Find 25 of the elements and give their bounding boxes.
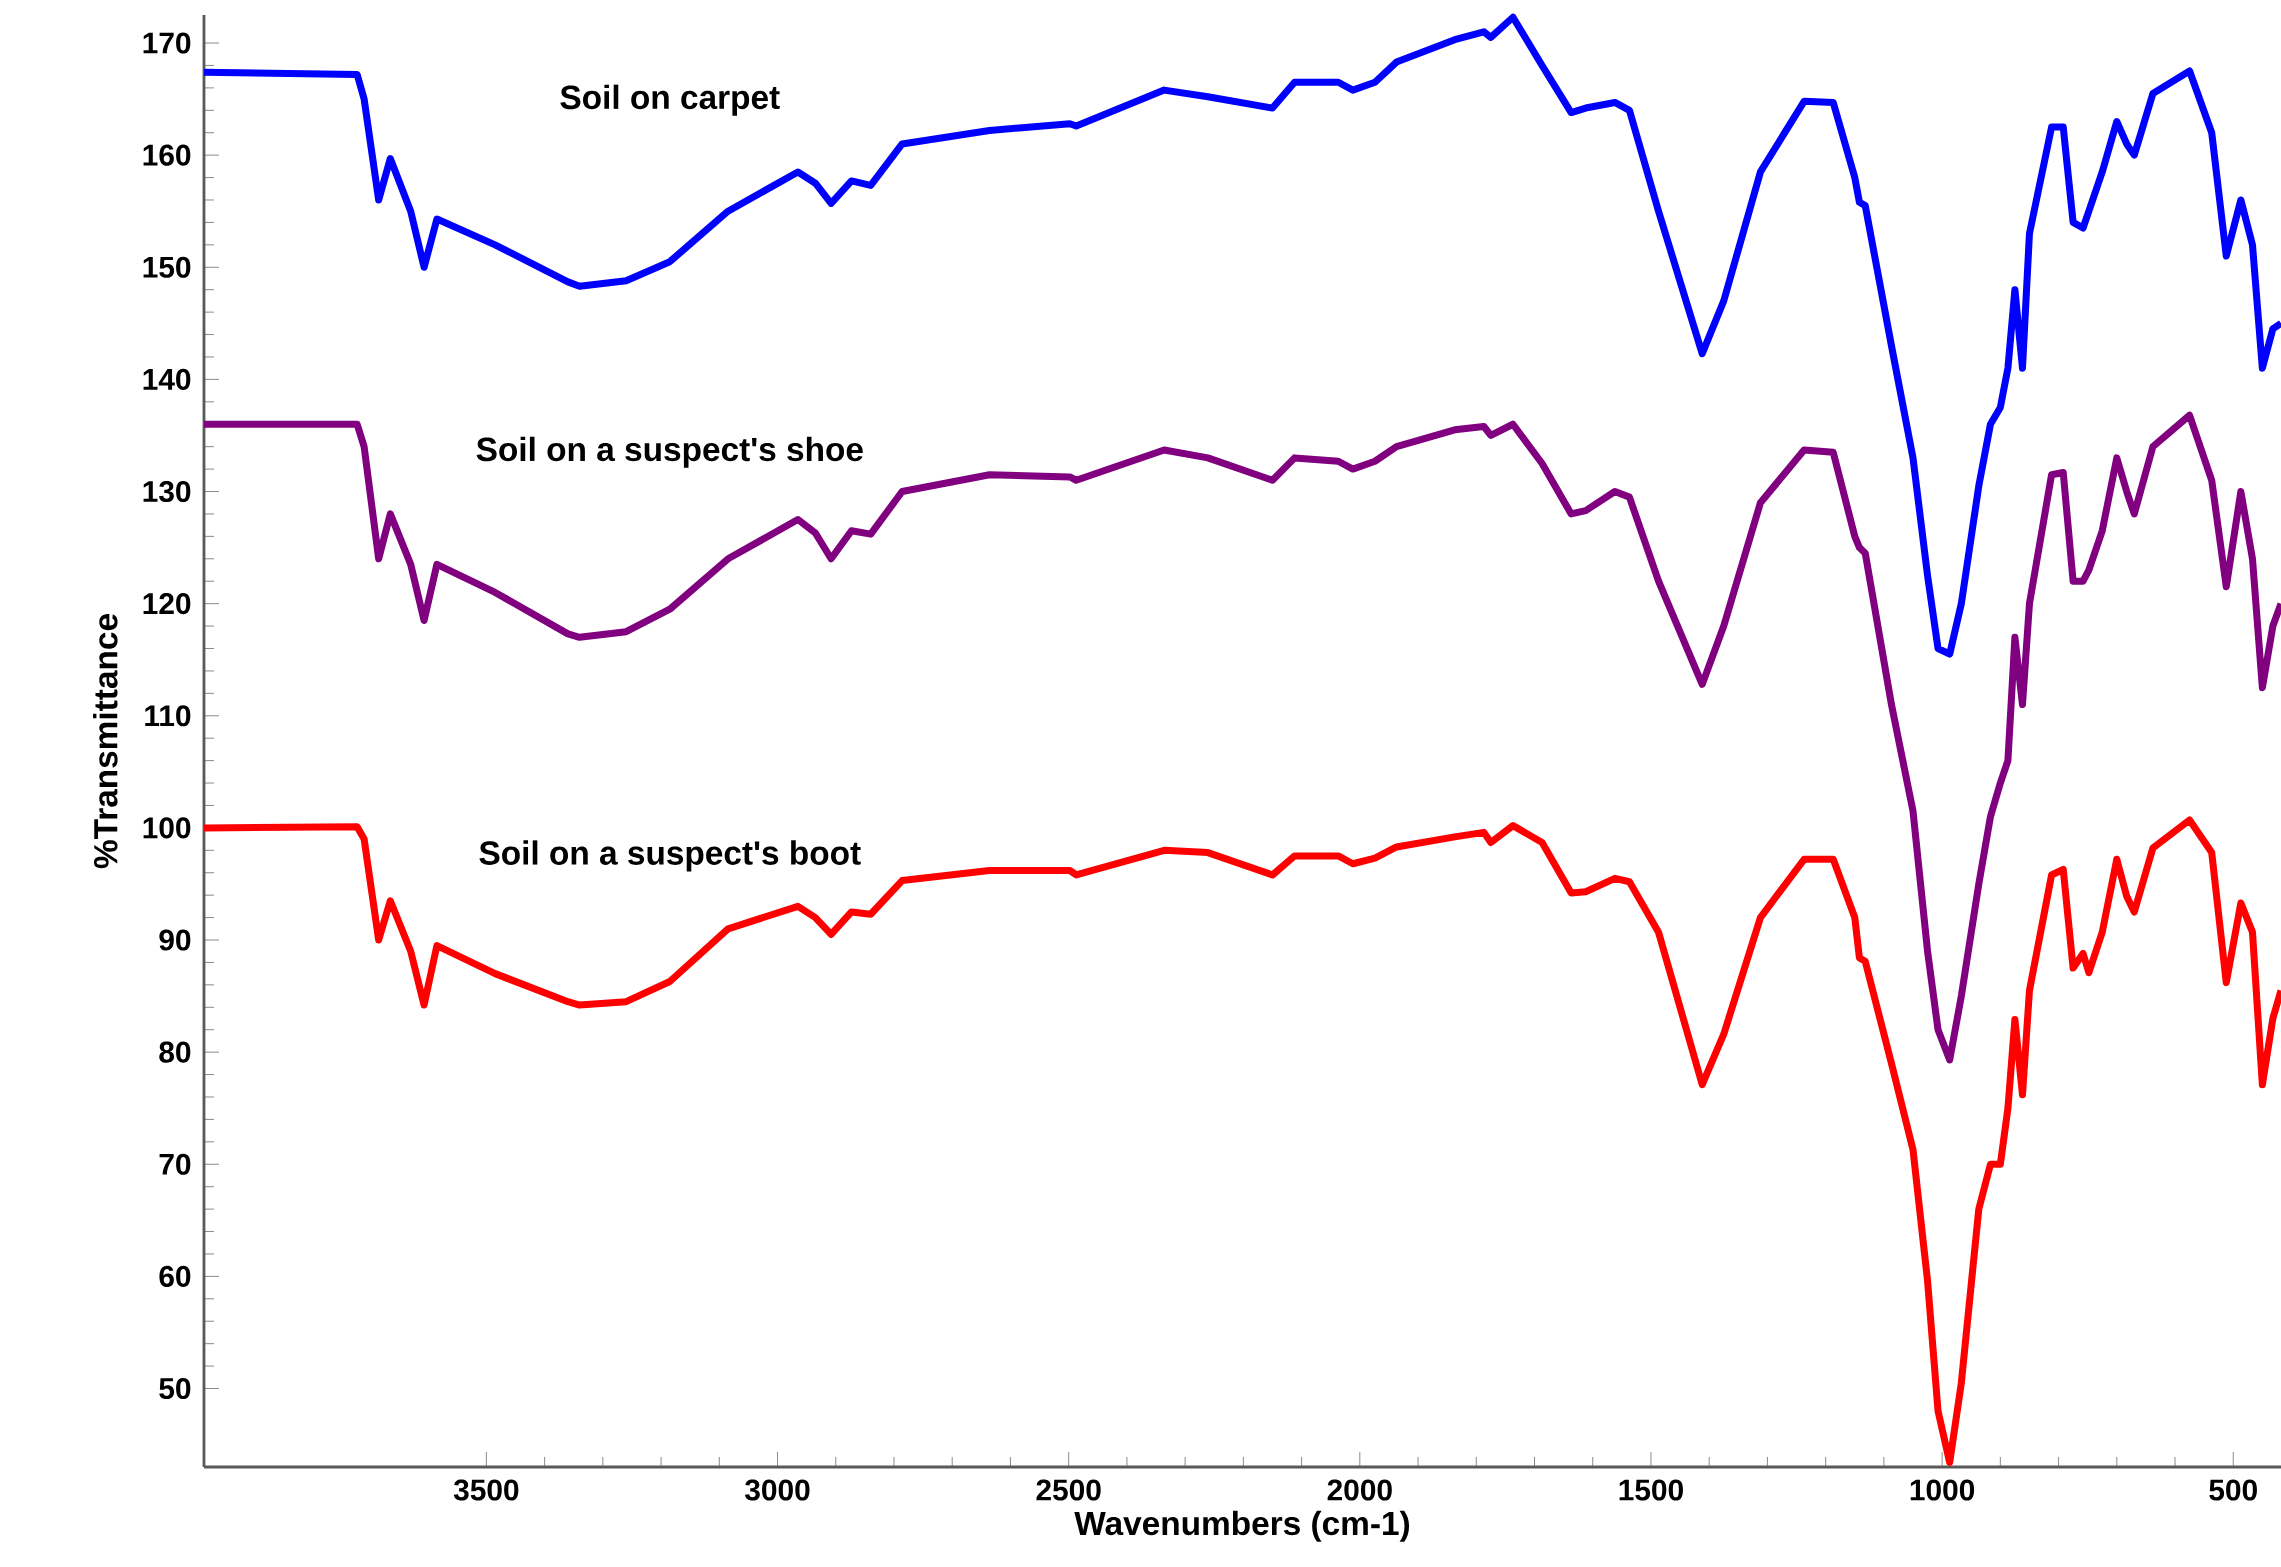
y-tick-label: 70 bbox=[159, 1153, 191, 1175]
x-tick-label: 2000 bbox=[1327, 1479, 1392, 1501]
x-axis-title: Wavenumbers (cm-1) bbox=[1074, 1510, 1410, 1542]
y-tick-label: 100 bbox=[143, 817, 191, 839]
y-tick-label: 170 bbox=[143, 32, 191, 54]
y-tick-label: 110 bbox=[145, 705, 191, 727]
series-label: Soil on carpet bbox=[560, 84, 780, 116]
x-tick-label: 1000 bbox=[1910, 1479, 1975, 1501]
series-label: Soil on a suspect's shoe bbox=[476, 436, 863, 468]
x-tick-label: 3000 bbox=[744, 1479, 810, 1501]
x-tick-label: 500 bbox=[2209, 1479, 2257, 1501]
y-axis-title: %Transmittance bbox=[93, 614, 118, 869]
y-tick-label: 130 bbox=[143, 480, 191, 503]
y-tick-label: 160 bbox=[143, 144, 191, 166]
x-tick-label: 1500 bbox=[1619, 1479, 1683, 1501]
x-tick-label: 3500 bbox=[453, 1479, 519, 1501]
y-tick-label: 120 bbox=[143, 593, 191, 615]
y-tick-label: 140 bbox=[143, 368, 191, 390]
y-tick-label: 50 bbox=[159, 1377, 191, 1400]
x-tick-label: 2500 bbox=[1036, 1479, 1101, 1501]
y-tick-label: 90 bbox=[159, 929, 191, 951]
y-tick-label: 60 bbox=[159, 1265, 191, 1287]
y-tick-label: 150 bbox=[143, 256, 191, 278]
y-tick-label: 80 bbox=[159, 1041, 191, 1063]
series-label: Soil on a suspect's boot bbox=[479, 840, 861, 872]
